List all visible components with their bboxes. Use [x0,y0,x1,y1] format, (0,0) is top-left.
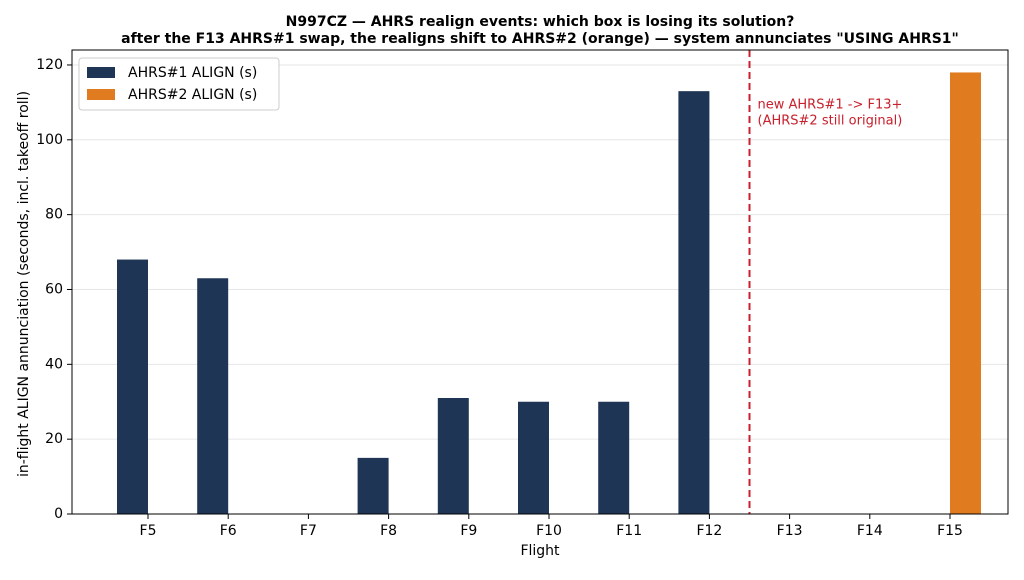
bar [518,401,549,514]
x-tick-label: F7 [300,523,317,539]
x-tick-label: F11 [616,523,642,539]
x-tick-label: F10 [536,523,562,539]
y-tick-label: 0 [54,506,63,522]
x-tick-label: F8 [380,523,397,539]
legend-swatch [87,89,115,100]
y-tick-label: 80 [45,207,63,223]
bar [197,278,229,514]
bar [117,259,148,514]
bar [678,91,710,515]
x-axis-label: Flight [520,543,560,559]
x-tick-label: F15 [937,523,963,539]
bar [950,72,981,515]
bar [437,398,469,514]
legend-frame [78,57,280,111]
x-tick-label: F6 [220,523,237,539]
plot-frame [71,49,1009,515]
y-tick-label: 100 [36,132,63,148]
y-tick-label: 60 [45,281,63,297]
x-tick-label: F9 [460,523,477,539]
x-tick-label: F13 [777,523,803,539]
y-tick-label: 40 [45,356,63,372]
divider-annotation: new AHRS#1 -> F13+ [758,98,903,113]
legend: AHRS#1 ALIGN (s) AHRS#2 ALIGN (s) [78,57,280,111]
y-tick-label: 20 [45,431,63,447]
chart-title: N997CZ — AHRS realign events: which box … [286,14,795,30]
bar [598,401,630,514]
chart-subtitle: after the F13 AHRS#1 swap, the realigns … [121,31,959,47]
legend-label: AHRS#2 ALIGN (s) [128,87,257,103]
x-tick-label: F5 [140,523,157,539]
y-axis-label: in-flight ALIGN annunciation (seconds, i… [16,91,32,477]
divider-annotation: (AHRS#2 still original) [758,114,903,129]
bar [357,457,389,514]
y-tick-label: 120 [36,57,63,73]
legend-swatch [87,67,115,78]
x-tick-label: F14 [857,523,883,539]
x-tick-label: F12 [696,523,722,539]
legend-label: AHRS#1 ALIGN (s) [128,65,257,81]
